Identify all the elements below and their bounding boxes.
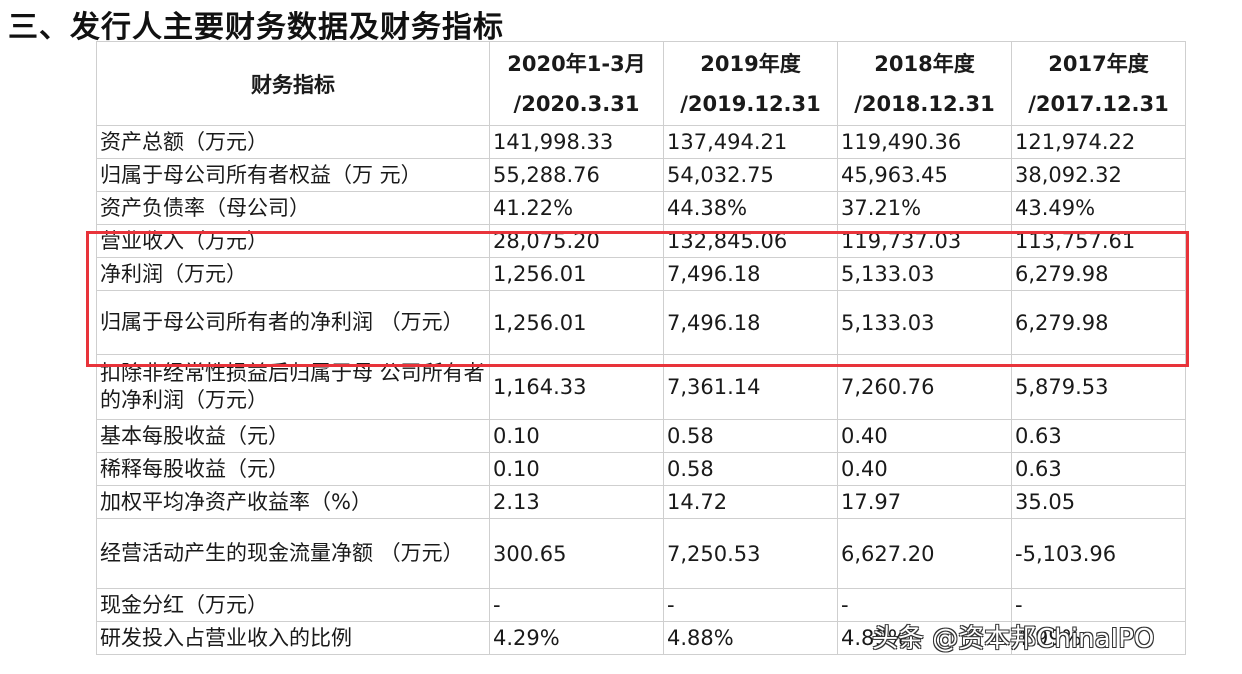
cell-value: 4.29% <box>489 621 664 655</box>
table-row: 资产总额（万元） 141,998.33 137,494.21 119,490.3… <box>96 125 1186 159</box>
cell-value: -5,103.96 <box>1011 518 1186 589</box>
table-row: 加权平均净资产收益率（%） 2.13 14.72 17.97 35.05 <box>96 485 1186 519</box>
row-label: 经营活动产生的现金流量净额 （万元） <box>96 518 490 589</box>
cell-value: 55,288.76 <box>489 158 664 192</box>
cell-value: 7,260.76 <box>837 354 1012 420</box>
cell-value: - <box>489 588 664 622</box>
header-col-line1: 2017年度 <box>1048 51 1149 76</box>
cell-value: 1,256.01 <box>489 257 664 291</box>
header-col-line2: /2017.12.31 <box>1028 91 1169 116</box>
cell-value: 0.63 <box>1011 452 1186 486</box>
financial-indicators-table: 财务指标 2020年1-3月 /2020.3.31 2019年度 /2019.1… <box>96 41 1186 655</box>
cell-value: 0.40 <box>837 452 1012 486</box>
cell-value: 1,164.33 <box>489 354 664 420</box>
cell-value: 0.10 <box>489 452 664 486</box>
cell-value: 5,133.03 <box>837 290 1012 355</box>
cell-value: 35.05 <box>1011 485 1186 519</box>
table-row: 营业收入（万元） 28,075.20 132,845.06 119,737.03… <box>96 224 1186 258</box>
header-col-line2: /2018.12.31 <box>854 91 995 116</box>
row-label: 研发投入占营业收入的比例 <box>96 621 490 655</box>
header-col-2019: 2019年度 /2019.12.31 <box>663 41 838 126</box>
row-label: 归属于母公司所有者权益（万 元） <box>96 158 490 192</box>
cell-value: 0.58 <box>663 452 838 486</box>
cell-value: 5,133.03 <box>837 257 1012 291</box>
cell-value: 7,361.14 <box>663 354 838 420</box>
cell-value: 0.40 <box>837 419 1012 453</box>
cell-value: 28,075.20 <box>489 224 664 258</box>
cell-value: - <box>1011 588 1186 622</box>
row-label: 基本每股收益（元） <box>96 419 490 453</box>
cell-value: 6,279.98 <box>1011 257 1186 291</box>
cell-value: 132,845.06 <box>663 224 838 258</box>
row-label: 加权平均净资产收益率（%） <box>96 485 490 519</box>
cell-value: 300.65 <box>489 518 664 589</box>
table-row: 稀释每股收益（元） 0.10 0.58 0.40 0.63 <box>96 452 1186 486</box>
cell-value: 37.21% <box>837 191 1012 225</box>
header-col-line2: /2020.3.31 <box>513 91 640 116</box>
cell-value: 113,757.61 <box>1011 224 1186 258</box>
table-row: 基本每股收益（元） 0.10 0.58 0.40 0.63 <box>96 419 1186 453</box>
cell-value: 2.13 <box>489 485 664 519</box>
cell-value: 43.49% <box>1011 191 1186 225</box>
row-label: 营业收入（万元） <box>96 224 490 258</box>
row-label: 归属于母公司所有者的净利润 （万元） <box>96 290 490 355</box>
cell-value: 141,998.33 <box>489 125 664 159</box>
cell-value: 44.38% <box>663 191 838 225</box>
cell-value: 0.10 <box>489 419 664 453</box>
cell-value: 6,627.20 <box>837 518 1012 589</box>
table-row: 归属于母公司所有者的净利润 （万元） 1,256.01 7,496.18 5,1… <box>96 290 1186 355</box>
cell-value: 137,494.21 <box>663 125 838 159</box>
table-row: 净利润（万元） 1,256.01 7,496.18 5,133.03 6,279… <box>96 257 1186 291</box>
cell-value: 5,879.53 <box>1011 354 1186 420</box>
table-row: 扣除非经常性损益后归属于母 公司所有者的净利润（万元） 1,164.33 7,3… <box>96 354 1186 420</box>
header-col-line1: 2020年1-3月 <box>507 51 646 76</box>
cell-value: 38,092.32 <box>1011 158 1186 192</box>
cell-value: 14.72 <box>663 485 838 519</box>
header-col-2018: 2018年度 /2018.12.31 <box>837 41 1012 126</box>
cell-value: 45,963.45 <box>837 158 1012 192</box>
table-row: 资产负债率（母公司） 41.22% 44.38% 37.21% 43.49% <box>96 191 1186 225</box>
section-heading: 三、发行人主要财务数据及财务指标 <box>8 10 504 45</box>
row-label: 稀释每股收益（元） <box>96 452 490 486</box>
cell-value: 0.58 <box>663 419 838 453</box>
table-row: 归属于母公司所有者权益（万 元） 55,288.76 54,032.75 45,… <box>96 158 1186 192</box>
header-col-line1: 2019年度 <box>700 51 801 76</box>
cell-value: - <box>663 588 838 622</box>
cell-value: 119,490.36 <box>837 125 1012 159</box>
header-col-line2: /2019.12.31 <box>680 91 821 116</box>
header-col-2020q1: 2020年1-3月 /2020.3.31 <box>489 41 664 126</box>
header-indicator: 财务指标 <box>96 41 490 126</box>
row-label: 扣除非经常性损益后归属于母 公司所有者的净利润（万元） <box>96 354 490 420</box>
header-col-line1: 2018年度 <box>874 51 975 76</box>
cell-value: 0.63 <box>1011 419 1186 453</box>
cell-value: 1,256.01 <box>489 290 664 355</box>
row-label: 资产负债率（母公司） <box>96 191 490 225</box>
cell-value: 4.99% <box>1011 621 1186 655</box>
cell-value: 121,974.22 <box>1011 125 1186 159</box>
cell-value: - <box>837 588 1012 622</box>
cell-value: 7,496.18 <box>663 290 838 355</box>
cell-value: 6,279.98 <box>1011 290 1186 355</box>
cell-value: 41.22% <box>489 191 664 225</box>
cell-value: 7,250.53 <box>663 518 838 589</box>
cell-value: 7,496.18 <box>663 257 838 291</box>
table-row: 现金分红（万元） - - - - <box>96 588 1186 622</box>
row-label: 资产总额（万元） <box>96 125 490 159</box>
table-row: 经营活动产生的现金流量净额 （万元） 300.65 7,250.53 6,627… <box>96 518 1186 589</box>
table-row: 研发投入占营业收入的比例 4.29% 4.88% 4.89% 4.99% <box>96 621 1186 655</box>
cell-value: 4.88% <box>663 621 838 655</box>
cell-value: 119,737.03 <box>837 224 1012 258</box>
row-label: 净利润（万元） <box>96 257 490 291</box>
header-col-2017: 2017年度 /2017.12.31 <box>1011 41 1186 126</box>
row-label: 现金分红（万元） <box>96 588 490 622</box>
cell-value: 17.97 <box>837 485 1012 519</box>
cell-value: 4.89% <box>837 621 1012 655</box>
cell-value: 54,032.75 <box>663 158 838 192</box>
watermark-text: 头条 @资本邦ChinaIPO <box>872 624 1155 654</box>
